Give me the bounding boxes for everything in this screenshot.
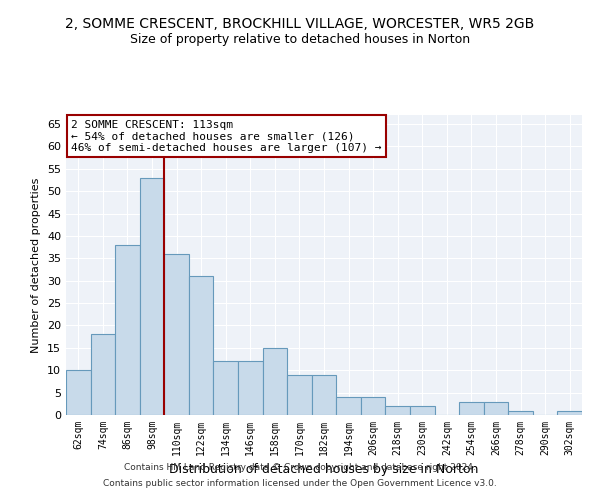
Text: Contains public sector information licensed under the Open Government Licence v3: Contains public sector information licen…	[103, 478, 497, 488]
Bar	[140, 178, 164, 415]
Bar	[164, 254, 189, 415]
Bar	[336, 397, 361, 415]
Text: Contains HM Land Registry data © Crown copyright and database right 2024.: Contains HM Land Registry data © Crown c…	[124, 464, 476, 472]
Bar	[385, 406, 410, 415]
X-axis label: Distribution of detached houses by size in Norton: Distribution of detached houses by size …	[169, 464, 479, 476]
Text: Size of property relative to detached houses in Norton: Size of property relative to detached ho…	[130, 32, 470, 46]
Bar	[410, 406, 434, 415]
Text: 2, SOMME CRESCENT, BROCKHILL VILLAGE, WORCESTER, WR5 2GB: 2, SOMME CRESCENT, BROCKHILL VILLAGE, WO…	[65, 18, 535, 32]
Bar	[66, 370, 91, 415]
Bar	[287, 374, 312, 415]
Bar	[263, 348, 287, 415]
Text: 2 SOMME CRESCENT: 113sqm
← 54% of detached houses are smaller (126)
46% of semi-: 2 SOMME CRESCENT: 113sqm ← 54% of detach…	[71, 120, 382, 152]
Bar	[312, 374, 336, 415]
Bar	[214, 362, 238, 415]
Y-axis label: Number of detached properties: Number of detached properties	[31, 178, 41, 352]
Bar	[508, 410, 533, 415]
Bar	[484, 402, 508, 415]
Bar	[91, 334, 115, 415]
Bar	[459, 402, 484, 415]
Bar	[238, 362, 263, 415]
Bar	[361, 397, 385, 415]
Bar	[115, 245, 140, 415]
Bar	[189, 276, 214, 415]
Bar	[557, 410, 582, 415]
